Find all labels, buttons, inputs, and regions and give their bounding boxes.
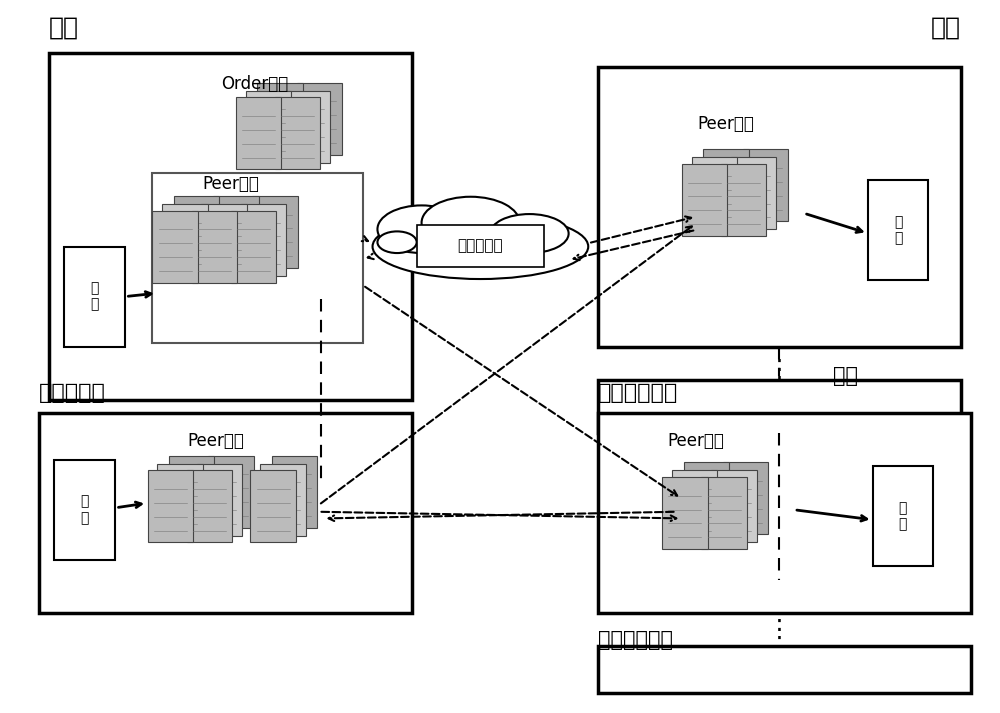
FancyBboxPatch shape: [260, 463, 306, 535]
FancyBboxPatch shape: [272, 456, 317, 528]
Ellipse shape: [377, 205, 466, 253]
FancyBboxPatch shape: [598, 647, 971, 693]
FancyBboxPatch shape: [731, 158, 776, 229]
Text: 链
码: 链 码: [80, 495, 89, 525]
Text: 区块链网络: 区块链网络: [458, 238, 503, 253]
FancyBboxPatch shape: [868, 180, 928, 280]
FancyBboxPatch shape: [246, 91, 291, 163]
FancyBboxPatch shape: [692, 158, 737, 229]
FancyBboxPatch shape: [187, 471, 232, 543]
FancyBboxPatch shape: [743, 149, 788, 221]
FancyBboxPatch shape: [684, 463, 729, 535]
FancyBboxPatch shape: [152, 210, 198, 282]
Text: 海关: 海关: [49, 16, 79, 40]
FancyBboxPatch shape: [285, 91, 330, 163]
Ellipse shape: [490, 214, 569, 253]
Ellipse shape: [373, 214, 588, 279]
FancyBboxPatch shape: [275, 97, 320, 169]
FancyBboxPatch shape: [672, 471, 717, 543]
Text: 链
码: 链 码: [894, 215, 902, 245]
Text: 银行: 银行: [833, 366, 858, 386]
FancyBboxPatch shape: [257, 83, 303, 155]
Text: 链
码: 链 码: [90, 282, 98, 312]
FancyBboxPatch shape: [64, 247, 125, 347]
Ellipse shape: [422, 197, 520, 249]
FancyBboxPatch shape: [598, 66, 961, 347]
FancyBboxPatch shape: [157, 463, 203, 535]
FancyBboxPatch shape: [213, 196, 259, 268]
Text: ⋮: ⋮: [767, 358, 792, 382]
Text: Peer集群: Peer集群: [697, 116, 754, 133]
FancyBboxPatch shape: [208, 456, 254, 528]
FancyBboxPatch shape: [231, 210, 276, 282]
Text: Order集群: Order集群: [221, 76, 289, 93]
FancyBboxPatch shape: [721, 164, 766, 236]
FancyBboxPatch shape: [682, 164, 727, 236]
FancyBboxPatch shape: [162, 204, 208, 276]
FancyBboxPatch shape: [169, 456, 214, 528]
FancyBboxPatch shape: [701, 477, 747, 549]
FancyBboxPatch shape: [236, 97, 281, 169]
FancyBboxPatch shape: [201, 204, 247, 276]
FancyBboxPatch shape: [49, 53, 412, 400]
Text: 智能锁生产商: 智能锁生产商: [598, 383, 678, 403]
FancyBboxPatch shape: [39, 413, 412, 613]
Text: Peer集群: Peer集群: [187, 432, 244, 450]
FancyBboxPatch shape: [662, 477, 708, 549]
FancyBboxPatch shape: [250, 471, 296, 543]
FancyBboxPatch shape: [598, 413, 971, 613]
Text: 运营服务商: 运营服务商: [39, 383, 106, 403]
FancyBboxPatch shape: [297, 83, 342, 155]
FancyBboxPatch shape: [54, 460, 115, 560]
Text: 银行: 银行: [931, 16, 961, 40]
FancyBboxPatch shape: [723, 463, 768, 535]
FancyBboxPatch shape: [174, 196, 219, 268]
FancyBboxPatch shape: [252, 196, 298, 268]
Ellipse shape: [377, 232, 417, 253]
FancyBboxPatch shape: [148, 471, 193, 543]
FancyBboxPatch shape: [197, 463, 242, 535]
FancyBboxPatch shape: [241, 204, 286, 276]
Text: 链
码: 链 码: [899, 501, 907, 531]
FancyBboxPatch shape: [703, 149, 749, 221]
Text: Peer集群: Peer集群: [668, 432, 725, 450]
Text: 智能锁生产商: 智能锁生产商: [598, 630, 673, 650]
FancyBboxPatch shape: [598, 380, 961, 433]
Text: ⋮: ⋮: [767, 617, 792, 642]
Text: Peer集群: Peer集群: [202, 175, 259, 193]
FancyBboxPatch shape: [192, 210, 237, 282]
FancyBboxPatch shape: [711, 471, 757, 543]
FancyBboxPatch shape: [417, 225, 544, 267]
FancyBboxPatch shape: [873, 466, 933, 566]
